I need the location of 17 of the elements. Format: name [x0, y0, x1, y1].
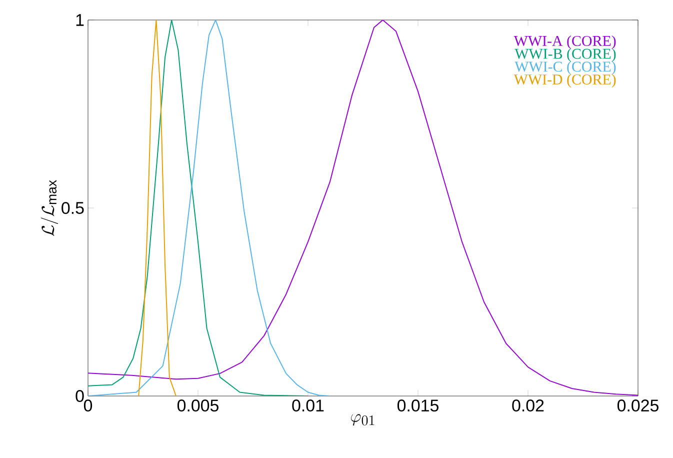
y-tick-label: 1: [76, 14, 84, 26]
x-tick-label: 0.015: [397, 400, 438, 412]
text: WWI-B (CORE): [514, 48, 616, 62]
y-tick-label: 0: [76, 390, 84, 402]
text: WWI-A (CORE): [514, 35, 616, 50]
x-tick-label: 0.01: [292, 400, 324, 412]
x-axis-title: $\varphi_{01}$: [351, 414, 374, 426]
line-series: [88, 20, 638, 396]
x-tick-label: 0.005: [177, 400, 218, 412]
line-series: [138, 20, 176, 396]
text: WWI-C (CORE): [514, 61, 616, 75]
text: WWI-D (CORE): [514, 74, 616, 88]
x-tick-label: 0.025: [617, 400, 658, 412]
y-tick-label: 0.5: [62, 202, 84, 214]
x-tick-label: 0.02: [512, 400, 544, 412]
x-tick-label: 0: [84, 400, 92, 412]
y-axis-title: $\mathcal{L}/\mathcal{L}_{\max}$: [40, 180, 58, 236]
